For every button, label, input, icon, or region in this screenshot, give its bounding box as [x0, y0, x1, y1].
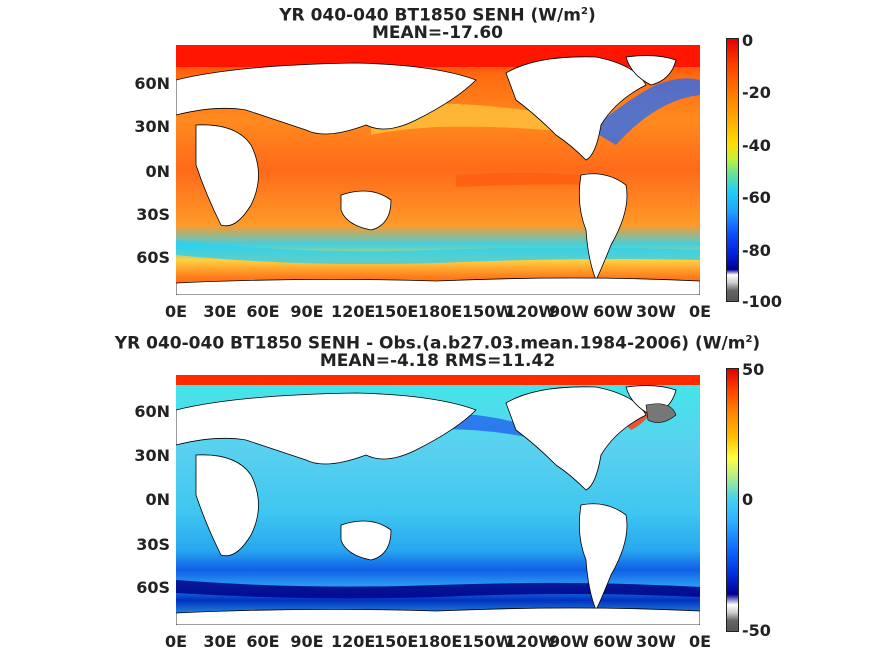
- panel2-lon-30w: 30W: [636, 632, 676, 651]
- panel1-lat-30s: 30S: [136, 205, 170, 224]
- panel1-lon-0e-end: 0E: [688, 302, 712, 321]
- panel1-lon-90w: 90W: [549, 302, 589, 321]
- pacific-equator-band: [456, 172, 596, 187]
- eurasia: [176, 62, 477, 135]
- greenland: [625, 55, 677, 86]
- panel1-lon-60e: 60E: [246, 302, 280, 321]
- panel2-lon-120w: 120W: [505, 632, 557, 651]
- panel2-lon-30e: 30E: [203, 632, 237, 651]
- panel1-lon-30e: 30E: [203, 302, 237, 321]
- arctic-band: [176, 45, 700, 67]
- panel2-lon-150e: 150E: [374, 632, 419, 651]
- north-america: [505, 56, 647, 161]
- north-america: [505, 386, 647, 491]
- panel2-cb-tick-2: -50: [742, 621, 771, 640]
- panel2-title-line1: YR 040-040 BT1850 SENH - Obs.(a.b27.03.m…: [114, 333, 761, 354]
- panel2-lat-60n: 60N: [134, 402, 170, 421]
- panel2-lat-30s: 30S: [136, 535, 170, 554]
- southern-band: [176, 240, 700, 264]
- panel2-lat-60s: 60S: [136, 578, 170, 597]
- panel2-map: [176, 375, 700, 625]
- panel2-colorbar: [726, 368, 739, 632]
- southern-ocean-band: [176, 580, 700, 599]
- arctic-band: [176, 375, 700, 385]
- panel2-lon-60w: 60W: [593, 632, 633, 651]
- panel1-lon-120w: 120W: [505, 302, 557, 321]
- antarctica: [176, 607, 700, 625]
- panel1-cb-tick-0: 0: [742, 31, 754, 50]
- missing-data-patch: [645, 403, 677, 423]
- antarctica: [176, 277, 700, 295]
- panel2-map-svg: [176, 375, 700, 625]
- panel2-lon-90w: 90W: [549, 632, 589, 651]
- panel1-cb-tick-5: -100: [742, 292, 783, 311]
- panel2-lon-180e: 180E: [418, 632, 463, 651]
- panel2-lon-0e-end: 0E: [688, 632, 712, 651]
- panel1-lon-180e: 180E: [418, 302, 463, 321]
- panel2-lon-150w: 150W: [462, 632, 514, 651]
- panel1-cb-tick-4: -80: [742, 241, 771, 260]
- gulfstream-band: [591, 78, 700, 145]
- panel1-map: [176, 45, 700, 295]
- panel1-lat-60s: 60S: [136, 248, 170, 267]
- land: [176, 55, 700, 295]
- south-america: [578, 173, 628, 281]
- australia: [340, 190, 392, 231]
- panel1-lat-0n: 0N: [145, 162, 170, 181]
- panel1-title-line2: MEAN=-17.60: [372, 23, 503, 43]
- panel2-title-line2: MEAN=-4.18 RMS=11.42: [319, 351, 556, 371]
- panel1-lon-150e: 150E: [374, 302, 419, 321]
- panel1-lon-60w: 60W: [593, 302, 633, 321]
- panel2-lon-120e: 120E: [331, 632, 376, 651]
- panel1-map-svg: [176, 45, 700, 295]
- panel1-lat-60n: 60N: [134, 74, 170, 93]
- africa: [195, 124, 259, 227]
- panel1-lon-120e: 120E: [331, 302, 376, 321]
- panel1-colorbar: [726, 38, 739, 302]
- panel1-cb-tick-1: -20: [742, 83, 771, 102]
- panel1-cb-tick-3: -60: [742, 188, 771, 207]
- south-america: [578, 503, 628, 611]
- eurasia: [176, 392, 477, 465]
- panel2-cb-tick-0: 50: [742, 360, 765, 379]
- panel1-lat-30n: 30N: [134, 117, 170, 136]
- panel2-lon-90e: 90E: [290, 632, 324, 651]
- panel2-lon-60e: 60E: [246, 632, 280, 651]
- panel2-lon-0e: 0E: [164, 632, 188, 651]
- africa: [195, 454, 259, 557]
- panel1-lon-90e: 90E: [290, 302, 324, 321]
- panel1-lon-150w: 150W: [462, 302, 514, 321]
- panel1-lon-30w: 30W: [636, 302, 676, 321]
- panel2-lat-30n: 30N: [134, 446, 170, 465]
- panel1-title-line1: YR 040-040 BT1850 SENH (W/m2): [279, 5, 596, 26]
- panel1-lon-0e: 0E: [164, 302, 188, 321]
- panel2-lat-0n: 0N: [145, 490, 170, 509]
- australia: [340, 520, 392, 561]
- panel1-cb-tick-2: -40: [742, 136, 771, 155]
- panel2-cb-tick-1: 0: [742, 490, 754, 509]
